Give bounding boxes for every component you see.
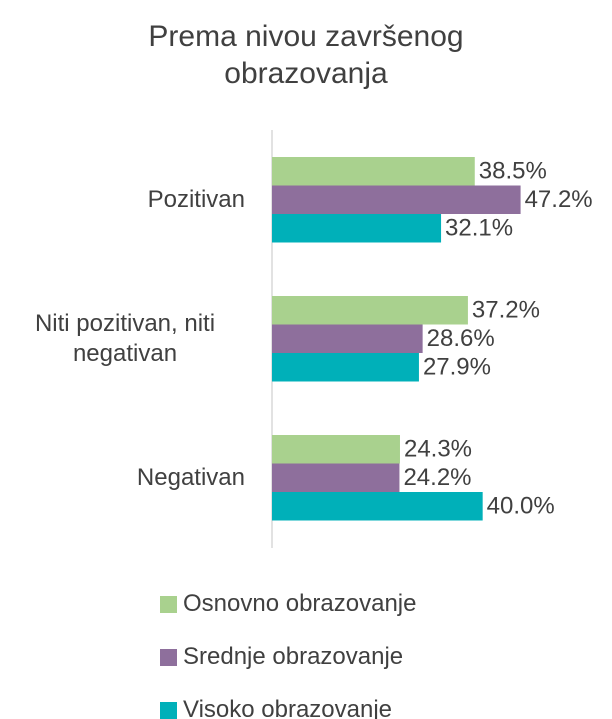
category-label: Pozitivan <box>0 155 245 245</box>
data-label: 38.5% <box>479 158 547 185</box>
legend-item: Srednje obrazovanje <box>160 643 403 671</box>
bar <box>272 492 483 521</box>
legend-item: Osnovno obrazovanje <box>160 590 416 618</box>
bar <box>272 353 419 382</box>
data-label: 24.2% <box>403 464 471 491</box>
legend-label: Visoko obrazovanje <box>183 696 393 719</box>
data-label: 47.2% <box>525 186 593 213</box>
bar <box>272 296 468 325</box>
chart-title: Prema nivou završenog obrazovanja <box>148 20 464 90</box>
data-label: 28.6% <box>427 325 495 352</box>
bar <box>272 435 400 464</box>
data-label: 37.2% <box>472 297 540 324</box>
bar <box>272 157 475 186</box>
legend-label: Srednje obrazovanje <box>183 643 404 670</box>
data-label: 32.1% <box>445 215 513 242</box>
bar <box>272 185 521 214</box>
category-text: Pozitivan <box>147 185 245 213</box>
bar <box>272 324 423 353</box>
legend-label: Osnovno obrazovanje <box>183 590 417 617</box>
bar <box>272 214 442 243</box>
category-label: Niti pozitivan, niti negativan <box>0 294 245 384</box>
category-label: Negativan <box>0 433 245 523</box>
data-label: 27.9% <box>423 354 491 381</box>
category-text: Niti pozitivan, niti negativan <box>34 309 216 367</box>
legend-swatch <box>160 595 177 613</box>
bar <box>272 463 400 492</box>
category-text: Negativan <box>136 463 245 491</box>
legend-swatch <box>160 701 177 719</box>
legend-item: Visoko obrazovanje <box>160 696 392 719</box>
data-label: 40.0% <box>487 493 555 520</box>
data-label: 24.3% <box>404 436 472 463</box>
legend-swatch <box>160 648 177 666</box>
